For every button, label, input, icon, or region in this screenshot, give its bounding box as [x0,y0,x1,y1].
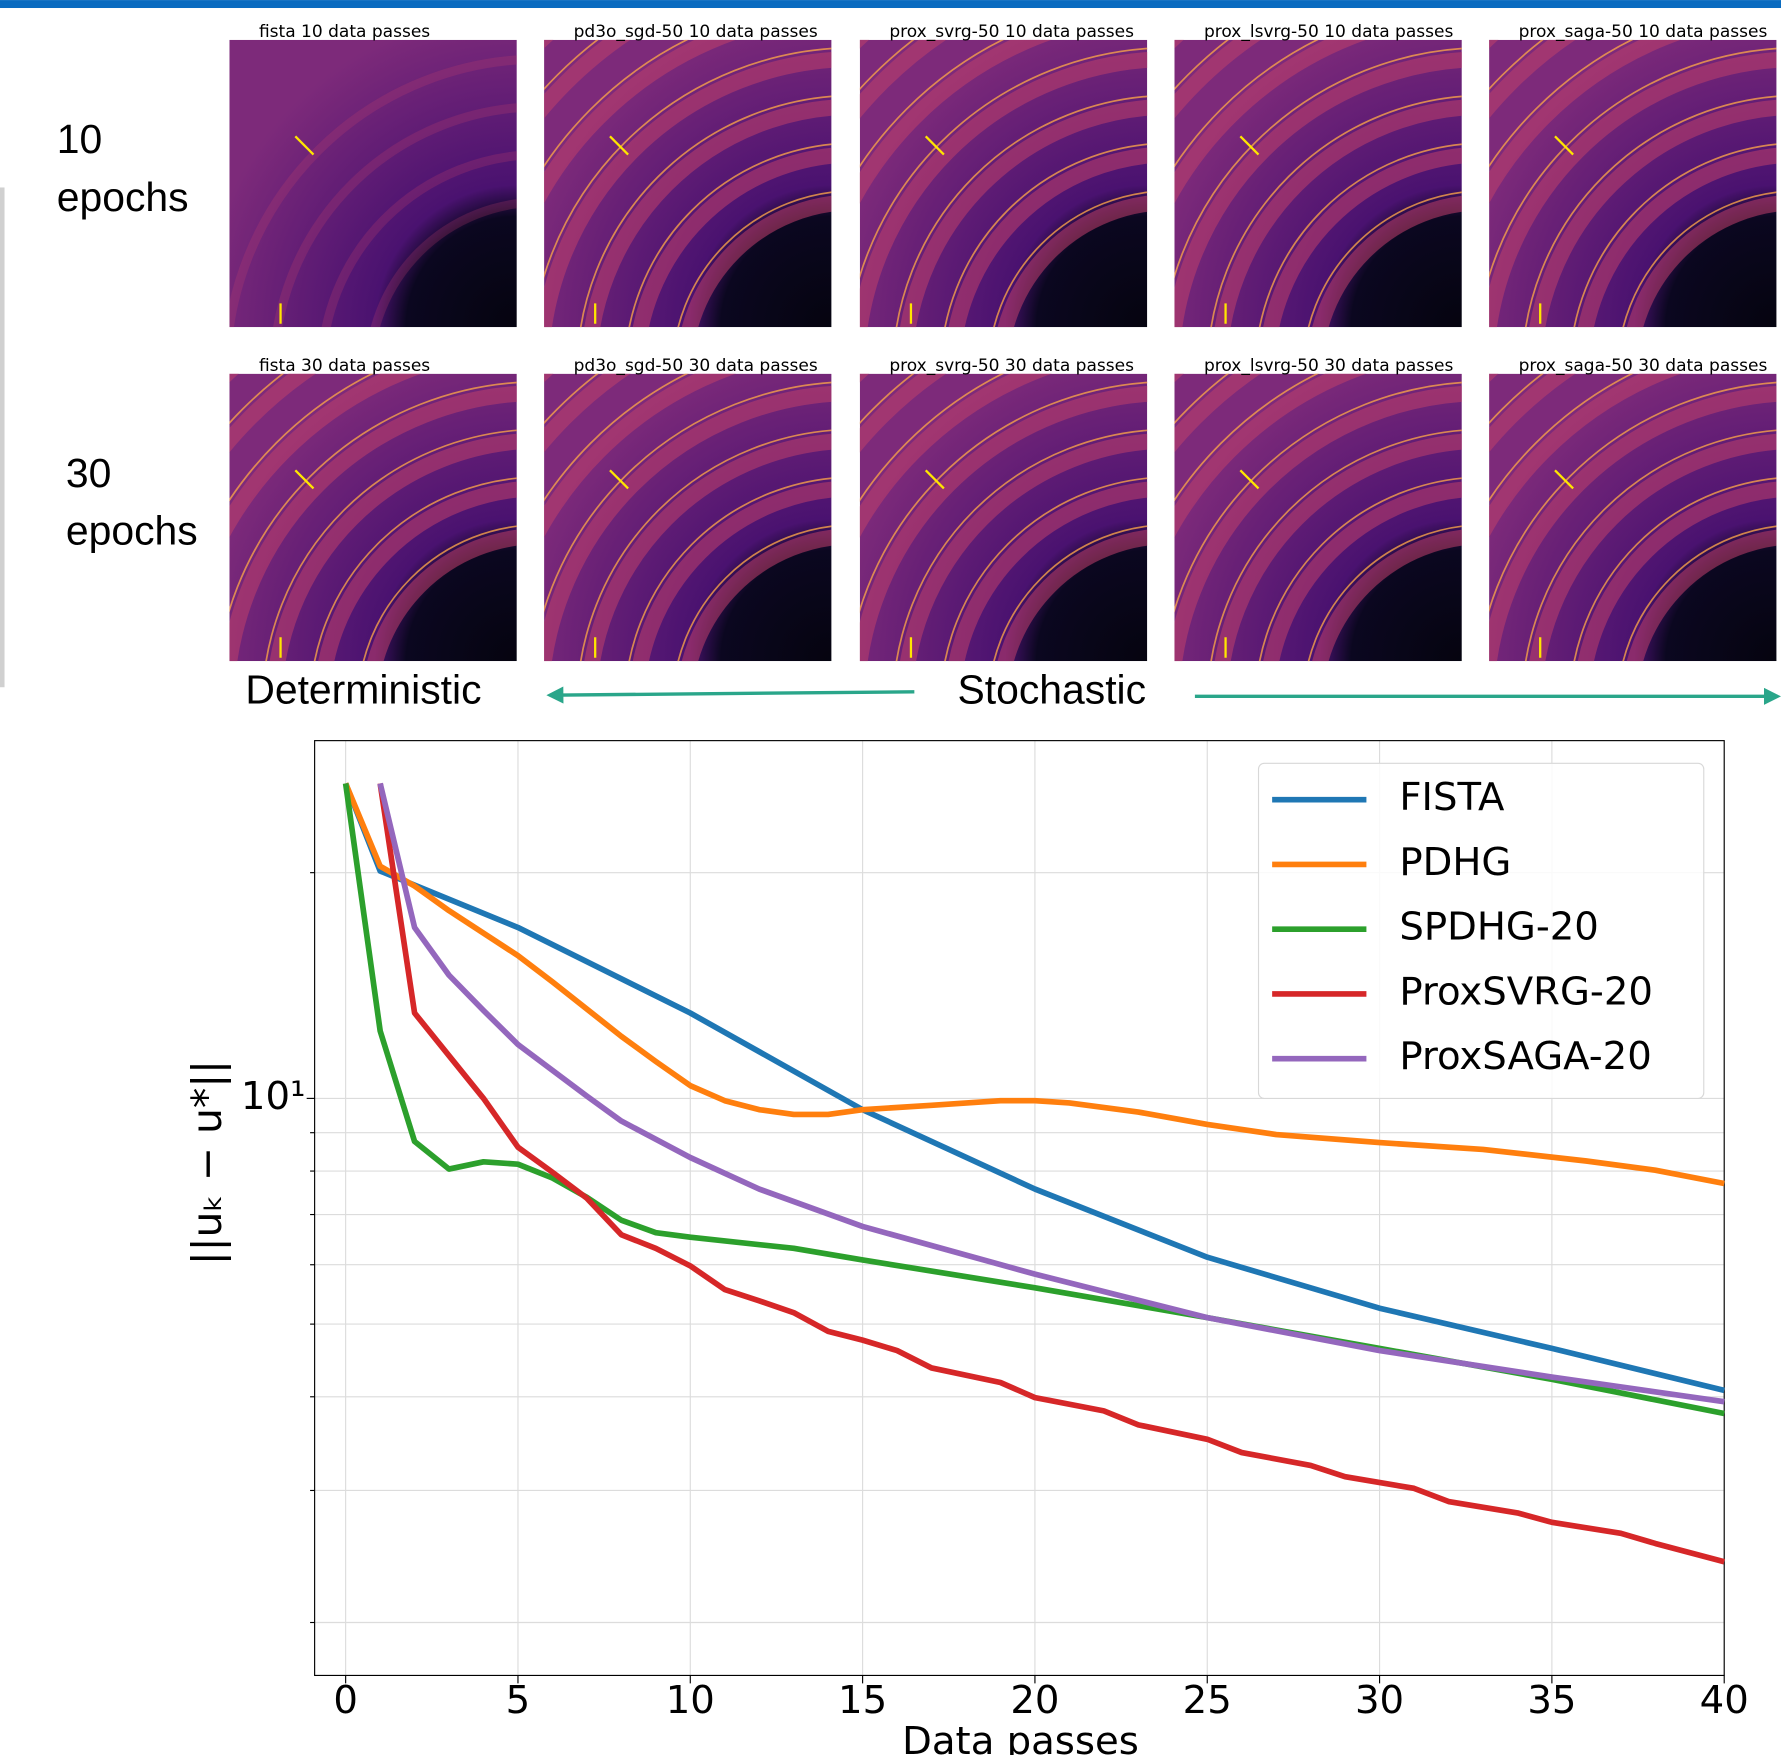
panel-title: prox_svrg-50 10 data passes [889,22,1134,42]
plot-frame [314,740,1725,1676]
panel-title: fista 30 data passes [259,356,430,376]
y-axis-label: ||uₖ − u*|| [183,1060,231,1265]
panel-title: prox_svrg-50 30 data passes [889,356,1134,376]
panel-title: pd3o_sgd-50 30 data passes [574,356,818,376]
panel-image [24,191,1055,1222]
marker-arrow [924,135,945,156]
legend-label: ProxSVRG-20 [1399,969,1653,1014]
panel-title: fista 10 data passes [259,22,430,42]
x-tick-label: 30 [1355,1678,1404,1723]
panel-bg [1489,373,1777,662]
legend-label: SPDHG-20 [1399,905,1599,950]
panel-image [1489,39,1777,328]
row-label: 10 [57,116,102,162]
x-tick-label: 35 [1527,1678,1576,1723]
row-label: epochs [57,174,189,220]
panel-bg [544,39,832,328]
marker-arrow [1554,469,1574,490]
panel-image [229,39,517,328]
series-line [343,782,1725,1187]
panel-bg [1489,39,1777,328]
panel-title: prox_lsvrg-50 10 data passes [1204,22,1453,42]
arrow [546,686,915,704]
legend-label: FISTA [1399,775,1505,820]
marker-arrow [609,135,629,156]
marker-arrow [609,469,629,490]
row-label: 30 [66,450,111,496]
marker-arrow [924,469,945,490]
legend-label: ProxSAGA-20 [1399,1034,1651,1079]
x-tick-label: 40 [1700,1678,1749,1723]
ring [229,373,239,383]
ring-edge [24,191,1055,1222]
panel-bg [859,373,1148,662]
panel-grid: 10 epochs 30 epochs fista 10 data passes pd3o… [24,22,1777,1222]
x-tick-label: 5 [506,1678,531,1723]
panel-bg [544,373,832,662]
panel-bg [1174,39,1462,328]
panel-title: prox_saga-50 10 data passes [1519,22,1768,42]
marker-arrow [1239,135,1260,156]
series-line [377,782,1725,1405]
panel-bg [1174,373,1462,662]
panel-title: prox_saga-50 30 data passes [1519,356,1768,376]
side-edge [0,187,5,688]
marker-arrow [1554,135,1574,156]
annotation: Deterministic [245,667,481,713]
legend-box [1257,762,1705,1099]
panel-title: pd3o_sgd-50 10 data passes [574,22,818,42]
y-tick-label: 10¹ [241,1074,306,1119]
marker-arrow [1239,469,1260,490]
panel-image [859,39,1148,328]
ring [544,39,554,49]
top-bar [0,0,1781,9]
marker-arrow [294,469,315,490]
x-tick-label: 20 [1010,1678,1059,1723]
panel-bg [229,373,517,662]
x-tick-label: 25 [1183,1678,1232,1723]
panel-image [1174,39,1462,328]
panel-bg [229,39,517,328]
x-axis-label: Data passes [902,1719,1139,1755]
panel-title: prox_lsvrg-50 30 data passes [1204,356,1453,376]
panel-bg [859,39,1148,328]
panel-image [1174,373,1462,662]
panel-image [338,191,1369,1222]
series-line [377,783,1725,1565]
ring-edge [338,191,1369,1222]
x-tick-label: 0 [333,1678,358,1723]
panel-image [859,373,1148,662]
x-tick-label: 10 [666,1678,715,1723]
series-line [342,782,1725,1394]
x-tick-label: 15 [838,1678,887,1723]
panel-image [1489,373,1777,662]
legend-label: PDHG [1399,840,1511,885]
annotation: Stochastic [958,667,1147,713]
row-label: epochs [66,508,198,554]
marker-arrow [294,135,315,156]
ring [544,373,554,383]
line-chart: 0 5 10 15 20 25 30 35 40 10¹ Data passes ||uₖ − u*|… [183,740,1749,1755]
panel-image [544,39,832,328]
